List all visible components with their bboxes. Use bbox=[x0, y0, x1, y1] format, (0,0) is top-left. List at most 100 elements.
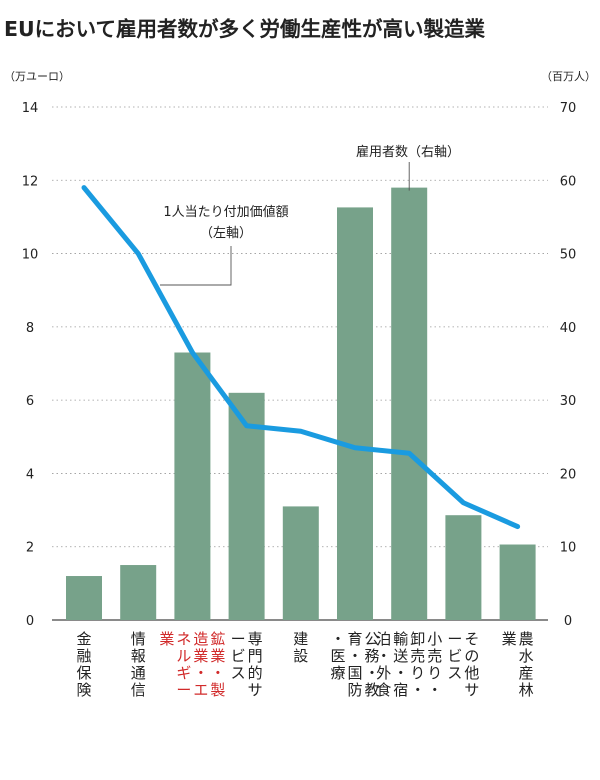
bar-series-annotation: 雇用者数（右軸） bbox=[356, 144, 460, 160]
category-label-char: 他 bbox=[464, 664, 479, 682]
bar bbox=[120, 565, 157, 620]
left-tick-label: 2 bbox=[26, 541, 34, 556]
category-label-char: 業 bbox=[210, 647, 225, 665]
left-axis-ticks: 0 2 4 6 8 10 12 14 bbox=[22, 101, 39, 629]
left-tick-label: 14 bbox=[22, 101, 39, 116]
chart-title: EUにおいて雇用者数が多く労働生産性が高い製造業 bbox=[4, 17, 486, 41]
category-label-char: ・ bbox=[330, 630, 345, 648]
category-label-char: ギ bbox=[176, 664, 191, 682]
bar bbox=[445, 515, 482, 620]
callout-lines bbox=[160, 162, 410, 286]
category-label: 小売り・卸売り・輸送・宿泊・外食 bbox=[376, 630, 442, 699]
category-label-char: 売 bbox=[410, 647, 425, 665]
right-tick-label: 70 bbox=[560, 101, 577, 116]
category-label-char: 報 bbox=[131, 647, 146, 665]
left-tick-label: 0 bbox=[26, 614, 34, 629]
category-label-char: 育 bbox=[347, 630, 362, 648]
category-label-char: 林 bbox=[519, 681, 534, 699]
category-label-char: ・ bbox=[193, 664, 208, 682]
left-tick-label: 4 bbox=[26, 467, 34, 482]
category-label-char: り bbox=[410, 664, 425, 682]
category-label-char: 食 bbox=[376, 681, 391, 699]
line-series-annotation: 1人当たり付加価値額 bbox=[163, 204, 288, 220]
category-label-char: 門 bbox=[248, 647, 263, 665]
left-tick-label: 8 bbox=[26, 321, 34, 336]
category-label-char: ネ bbox=[176, 630, 191, 648]
category-label-char: 製 bbox=[210, 681, 225, 699]
category-label-char: 業 bbox=[193, 647, 208, 665]
line-series-annotation-axis: （左軸） bbox=[200, 226, 252, 241]
category-label-char: 信 bbox=[131, 681, 146, 699]
category-label-char: 的 bbox=[248, 664, 263, 682]
category-label-char: 農 bbox=[519, 630, 534, 648]
category-label-char: 造 bbox=[193, 630, 208, 648]
bar bbox=[228, 392, 265, 620]
category-label-char: 療 bbox=[330, 664, 345, 682]
left-tick-label: 10 bbox=[22, 248, 39, 263]
category-label-char: ス bbox=[231, 664, 246, 682]
bar-series bbox=[66, 187, 536, 620]
right-axis-ticks: 0 10 20 30 40 50 60 70 bbox=[560, 101, 577, 629]
category-label-char: 外 bbox=[376, 664, 391, 682]
category-label: 公務・教育・国防・医療 bbox=[330, 630, 379, 699]
category-label-char: ・ bbox=[410, 681, 425, 699]
bar bbox=[499, 544, 536, 620]
right-axis-unit: （百万人） bbox=[541, 70, 596, 83]
category-label-char: の bbox=[464, 647, 479, 665]
category-label-char: 公 bbox=[364, 630, 379, 648]
category-label-char: ー bbox=[231, 630, 246, 648]
bar bbox=[174, 352, 211, 620]
category-label-char: 卸 bbox=[410, 630, 425, 648]
right-tick-label: 40 bbox=[560, 321, 577, 336]
category-label-char: 教 bbox=[364, 681, 379, 699]
line-path bbox=[81, 185, 521, 530]
bar bbox=[391, 187, 428, 620]
left-axis-unit: （万ユーロ） bbox=[4, 70, 70, 83]
line-annotation-leader bbox=[160, 246, 232, 286]
line-series bbox=[81, 185, 521, 530]
category-label-char: 送 bbox=[393, 647, 408, 665]
category-label-char: ・ bbox=[210, 664, 225, 682]
category-label-char: ー bbox=[176, 681, 191, 699]
right-tick-label: 0 bbox=[564, 614, 572, 629]
category-label-char: エ bbox=[193, 681, 208, 699]
category-label-char: 業 bbox=[502, 630, 517, 648]
left-tick-label: 6 bbox=[26, 394, 34, 409]
right-tick-label: 50 bbox=[560, 248, 577, 263]
category-label: 建設 bbox=[293, 630, 308, 665]
category-label-char: 宿 bbox=[393, 681, 408, 699]
category-label-char: 泊 bbox=[376, 630, 391, 648]
category-label-char: 務 bbox=[364, 647, 379, 665]
category-label-char: ビ bbox=[231, 647, 246, 665]
category-label-char: ・ bbox=[347, 647, 362, 665]
category-label-char: 保 bbox=[76, 664, 91, 682]
category-label-char: 通 bbox=[131, 664, 146, 682]
category-label-char: ー bbox=[447, 630, 462, 648]
category-label-char: 輸 bbox=[393, 630, 408, 648]
category-label-char: 建 bbox=[293, 630, 308, 648]
left-tick-label: 12 bbox=[22, 174, 39, 189]
category-label-char: 業 bbox=[159, 630, 174, 648]
bar bbox=[337, 207, 373, 620]
category-label-char: 売 bbox=[427, 647, 442, 665]
right-tick-label: 20 bbox=[560, 467, 577, 482]
category-label-char: サ bbox=[248, 681, 263, 699]
category-label-char: 情 bbox=[131, 630, 146, 648]
right-tick-label: 60 bbox=[560, 174, 577, 189]
category-label-char: 小 bbox=[427, 630, 442, 648]
category-label-char: り bbox=[427, 664, 442, 682]
right-tick-label: 30 bbox=[560, 394, 577, 409]
bar bbox=[282, 506, 319, 620]
bar bbox=[66, 576, 102, 620]
category-label-char: 防 bbox=[347, 681, 362, 699]
category-label-char: 医 bbox=[330, 647, 345, 665]
category-label-char: 水 bbox=[519, 647, 534, 665]
